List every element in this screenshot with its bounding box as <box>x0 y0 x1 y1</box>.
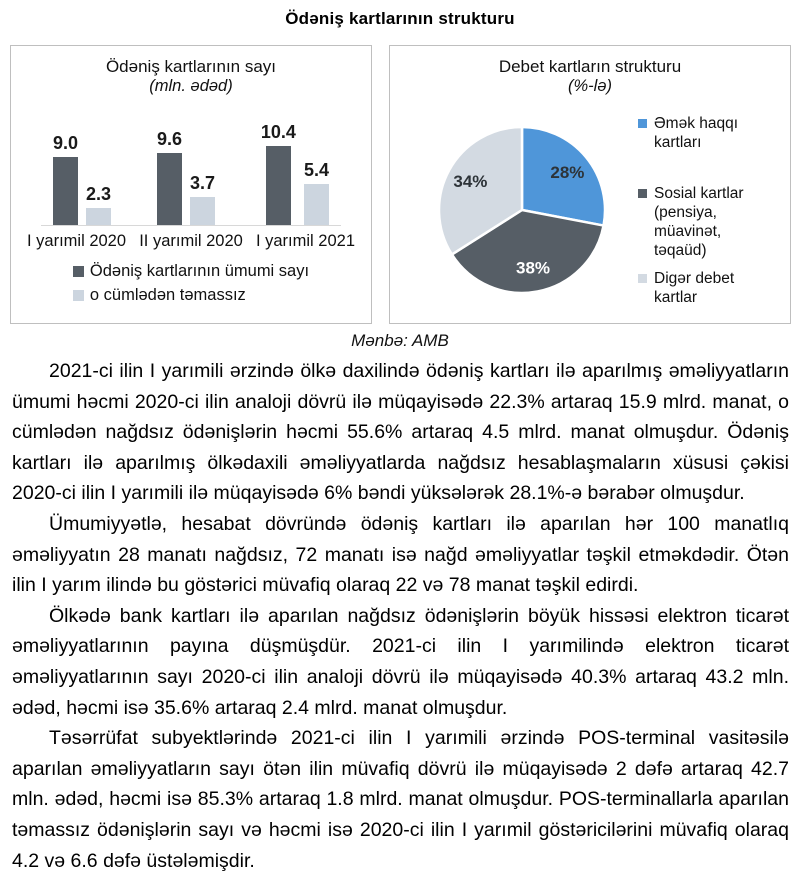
legend-item: Digər debet kartlar <box>638 269 756 307</box>
legend-swatch-icon <box>638 189 647 198</box>
legend-label: o cümlədən təmassız <box>89 286 246 304</box>
bar-rect <box>86 208 112 225</box>
legend-swatch-icon <box>638 274 647 283</box>
body-text: 2021-ci ilin I yarımili ərzində ölkə dax… <box>12 356 789 876</box>
bar-value-label: 2.3 <box>86 184 112 204</box>
pie-slice <box>520 125 607 227</box>
legend-swatch-icon <box>72 290 84 301</box>
bar-rect <box>53 157 79 225</box>
pie-percent-label: 34% <box>453 172 487 191</box>
legend-item: o cümlədən təmassız <box>72 286 309 305</box>
bar-x-axis-labels: I yarımil 2020 II yarımil 2020 I yarımil 2… <box>27 232 355 251</box>
pie-chart: 28% 38% 34% <box>437 125 607 295</box>
bar-plot-area: 9.0 2.3 9.6 3.7 10.4 5.4 <box>41 114 341 226</box>
legend-item: Ödəniş kartlarının ümumi sayı <box>72 262 310 281</box>
pie-chart-title: Debet kartların strukturu <box>498 57 682 76</box>
bar-rect <box>303 184 329 225</box>
pie-chart-panel: Debet kartların strukturu (%-lə) 28% 38% 3… <box>389 45 791 324</box>
bar-value-label: 10.4 <box>260 122 296 142</box>
bar-rect <box>190 197 215 225</box>
legend-label: Ödəniş kartlarının ümumi sayı <box>89 262 310 280</box>
page-title: Ödəniş kartlarının strukturu <box>285 9 515 28</box>
bar-group: 10.4 5.4 <box>261 122 329 225</box>
x-axis-label: I yarımil 2021 <box>255 232 355 250</box>
bar-chart-subtitle: (mln. ədəd) <box>149 77 233 95</box>
bar: 10.4 <box>261 122 296 225</box>
legend-swatch-icon <box>72 266 84 277</box>
legend-label: Digər debet kartlar <box>654 270 735 306</box>
bar: 9.6 <box>157 129 182 225</box>
bar: 2.3 <box>86 184 111 225</box>
pie-chart-legend: Əmək haqqı kartları Sosial kartlar (pensi… <box>638 114 756 307</box>
pie-percent-label: 28% <box>550 163 584 182</box>
pie-slice <box>437 125 524 256</box>
bar: 3.7 <box>190 173 215 225</box>
legend-swatch-icon <box>638 119 647 128</box>
bar-chart-panel: Ödəniş kartlarının sayı (mln. ədəd) 9.0 2… <box>10 45 372 324</box>
bar-chart-legend: Ödəniş kartlarının ümumi sayı o cümlədən … <box>72 262 310 305</box>
pie-percent-label: 38% <box>516 258 550 277</box>
bar-value-label: 3.7 <box>189 173 216 193</box>
bar: 5.4 <box>304 160 329 225</box>
bar-group: 9.6 3.7 <box>157 129 215 225</box>
legend-item: Sosial kartlar (pensiya, müavinət, təqaü… <box>638 184 756 260</box>
body-paragraph: Ölkədə bank kartları ilə aparılan nağdsı… <box>12 604 789 719</box>
bar-group: 9.0 2.3 <box>53 133 111 225</box>
bar-value-label: 9.6 <box>156 129 182 149</box>
bar-rect <box>265 146 291 225</box>
pie-chart-subtitle: (%-lə) <box>568 77 612 95</box>
bar-value-label: 9.0 <box>53 133 79 153</box>
legend-label: Əmək haqqı kartları <box>654 115 739 151</box>
bar-rect <box>156 153 182 225</box>
bar-chart-title: Ödəniş kartlarının sayı <box>105 57 277 76</box>
legend-item: Əmək haqqı kartları <box>638 114 756 152</box>
bar: 9.0 <box>53 133 78 225</box>
body-paragraph: Ümumiyyətlə, hesabat dövründə ödəniş kar… <box>12 512 789 597</box>
bar-value-label: 5.4 <box>303 160 329 180</box>
x-axis-label: I yarımil 2020 <box>27 232 127 250</box>
body-paragraph: Təsərrüfat subyektlərində 2021-ci ilin I… <box>12 727 789 872</box>
source-note: Mənbə: AMB <box>351 331 449 350</box>
x-axis-label: II yarımil 2020 <box>139 232 243 250</box>
body-paragraph: 2021-ci ilin I yarımili ərzində ölkə dax… <box>12 360 789 505</box>
charts-row: Ödəniş kartlarının sayı (mln. ədəd) 9.0 2… <box>0 45 800 324</box>
legend-label: Sosial kartlar (pensiya, müavinət, təqaü… <box>654 185 744 259</box>
